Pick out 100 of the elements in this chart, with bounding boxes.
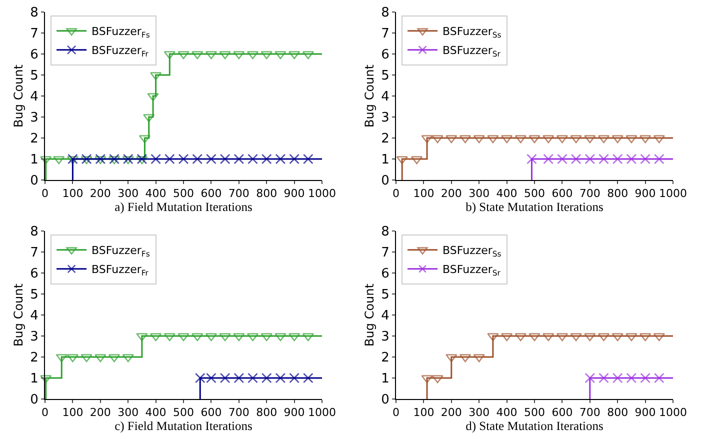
- y-tick-label: 1: [30, 152, 38, 168]
- point: [275, 372, 286, 384]
- point: [122, 156, 134, 164]
- x-tick-label: 500: [524, 187, 545, 200]
- point: [570, 333, 582, 342]
- point: [584, 372, 596, 384]
- x-tick-label: 1000: [659, 406, 687, 420]
- x-tick-label: 700: [228, 187, 250, 200]
- point: [303, 372, 314, 384]
- y-tick-label: 1: [30, 372, 38, 387]
- point: [446, 354, 458, 362]
- y-tick-label: 0: [30, 174, 38, 189]
- point: [626, 333, 638, 342]
- x-tick-label: 400: [145, 406, 166, 420]
- point: [164, 154, 175, 164]
- x-tick-label: 800: [607, 406, 628, 420]
- point: [432, 375, 444, 384]
- y-tick-label: 8: [30, 224, 38, 240]
- y-tick-label: 4: [30, 308, 38, 324]
- point: [150, 154, 161, 164]
- point: [192, 154, 202, 164]
- x-tick-label: 100: [413, 187, 434, 200]
- point: [275, 154, 286, 164]
- x-tick-label: 300: [468, 187, 490, 200]
- x-tick-label: 700: [579, 406, 600, 420]
- point: [80, 156, 92, 164]
- x-tick-label: 600: [552, 187, 573, 200]
- point: [178, 333, 190, 342]
- x-tick-label: 600: [552, 406, 573, 420]
- y-tick-label: 0: [30, 392, 38, 408]
- legend-label: BSFuzzer$_{Ss}$: [442, 25, 502, 40]
- y-tick-label: 6: [381, 48, 390, 63]
- y-tick-label: 1: [381, 152, 390, 168]
- y-tick-label: 6: [381, 266, 390, 282]
- x-tick-label: 800: [607, 187, 628, 200]
- point: [542, 333, 554, 342]
- point: [248, 372, 258, 384]
- x-tick-label: 1000: [308, 406, 336, 420]
- y-tick-label: 7: [30, 26, 38, 42]
- point: [584, 333, 596, 342]
- point: [248, 154, 258, 164]
- x-tick-label: 900: [634, 406, 656, 420]
- x-tick-label: 300: [118, 187, 139, 200]
- point: [109, 154, 120, 164]
- y-tick-label: 7: [381, 246, 390, 261]
- x-tick-label: 0: [42, 406, 48, 420]
- y-tick-label: 5: [30, 288, 38, 303]
- x-tick-label: 500: [524, 406, 545, 420]
- y-tick-label: 5: [30, 68, 38, 84]
- x-tick-label: 500: [173, 406, 194, 420]
- point: [528, 333, 540, 342]
- x-tick-label: 1000: [659, 187, 687, 200]
- x-axis-title: b) State Mutation Iterations: [466, 200, 604, 214]
- legend-label: BSFuzzer$_{Fr}$: [92, 263, 150, 278]
- y-axis-title: Bug Count: [11, 64, 26, 128]
- point: [260, 51, 272, 60]
- point: [612, 333, 624, 342]
- point: [233, 333, 245, 342]
- point: [289, 372, 300, 384]
- y-tick-label: 2: [30, 350, 38, 366]
- x-tick-label: 100: [62, 406, 84, 420]
- point: [136, 333, 148, 342]
- x-tick-label: 0: [42, 187, 48, 200]
- y-tick-label: 4: [381, 90, 390, 105]
- y-axis-title: Bug Count: [362, 283, 376, 346]
- point: [289, 154, 300, 164]
- point: [178, 154, 189, 164]
- point: [80, 354, 92, 362]
- y-axis-title: Bug Count: [11, 283, 26, 346]
- point: [598, 372, 609, 384]
- point: [136, 156, 148, 164]
- point: [234, 372, 244, 384]
- y-tick-label: 8: [30, 6, 38, 21]
- point: [260, 333, 272, 342]
- y-tick-label: 5: [381, 68, 390, 84]
- point: [261, 154, 272, 164]
- x-axis-title: c) Field Mutation Iterations: [114, 419, 253, 434]
- x-tick-label: 200: [90, 406, 111, 420]
- y-tick-label: 0: [381, 392, 390, 408]
- y-tick-label: 2: [381, 132, 390, 147]
- y-axis-title: Bug Count: [362, 64, 376, 128]
- point: [487, 333, 499, 342]
- point: [654, 372, 664, 384]
- x-tick-label: 600: [200, 406, 222, 420]
- point: [192, 51, 204, 60]
- x-tick-label: 900: [634, 187, 656, 200]
- point: [122, 354, 134, 362]
- point: [95, 154, 106, 164]
- y-tick-label: 2: [381, 350, 390, 366]
- point: [53, 156, 65, 164]
- x-tick-label: 0: [392, 406, 400, 420]
- x-tick-label: 1000: [308, 187, 336, 200]
- y-tick-label: 3: [30, 330, 38, 345]
- y-tick-label: 3: [381, 110, 390, 126]
- x-tick-label: 100: [413, 406, 434, 420]
- point: [233, 51, 245, 60]
- point: [626, 372, 637, 384]
- x-tick-label: 500: [173, 187, 194, 200]
- point: [136, 154, 148, 164]
- legend-label: BSFuzzer$_{Sr}$: [442, 44, 502, 58]
